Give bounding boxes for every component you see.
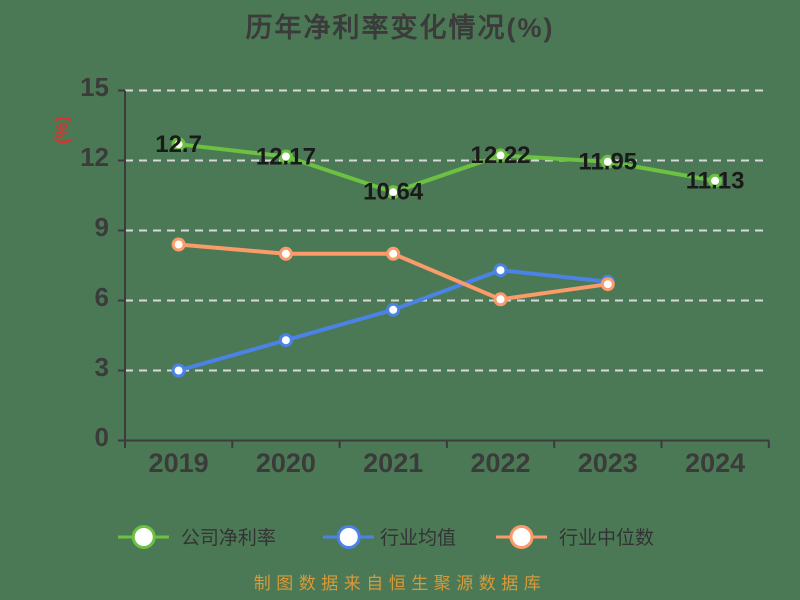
svg-text:2024: 2024	[685, 448, 745, 478]
svg-text:2019: 2019	[149, 448, 209, 478]
svg-text:公司净利率: 公司净利率	[181, 527, 276, 549]
svg-text:行业中位数: 行业中位数	[559, 527, 654, 549]
svg-text:2020: 2020	[256, 448, 316, 478]
svg-text:11.95: 11.95	[578, 149, 637, 176]
svg-text:6: 6	[95, 282, 109, 312]
svg-text:12.7: 12.7	[155, 131, 202, 158]
svg-text:3: 3	[95, 352, 109, 382]
svg-text:2021: 2021	[363, 448, 423, 478]
svg-text:2023: 2023	[578, 448, 638, 478]
svg-text:0: 0	[95, 422, 109, 452]
svg-text:2022: 2022	[470, 448, 530, 478]
svg-text:制图数据来自恒生聚源数据库: 制图数据来自恒生聚源数据库	[254, 574, 547, 593]
svg-text:12.22: 12.22	[470, 142, 530, 169]
svg-text:12.17: 12.17	[256, 143, 316, 170]
svg-text:9: 9	[95, 212, 109, 242]
svg-text:12: 12	[80, 142, 109, 172]
svg-text:(%): (%)	[52, 116, 72, 144]
svg-text:行业均值: 行业均值	[380, 527, 456, 549]
svg-text:10.64: 10.64	[363, 179, 424, 206]
svg-text:15: 15	[80, 72, 109, 102]
svg-text:11.13: 11.13	[686, 168, 745, 195]
